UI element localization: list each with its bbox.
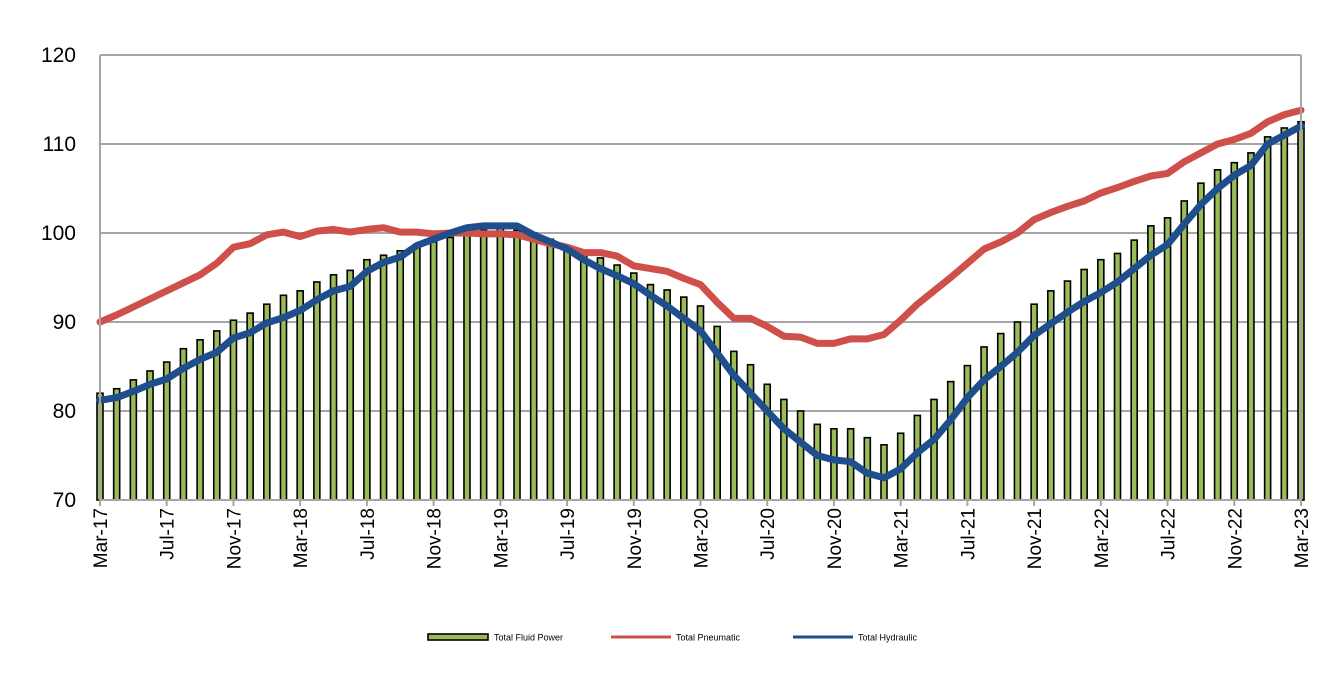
x-tick-label: Mar-21 [892, 508, 913, 568]
bar [363, 258, 371, 501]
bar [1163, 217, 1172, 501]
bar [880, 444, 888, 501]
x-tick-label: Jul-22 [1159, 508, 1180, 560]
bar [329, 274, 338, 501]
bar [1213, 169, 1222, 501]
bar-series [96, 120, 1305, 501]
bar [246, 312, 254, 501]
x-tick-label: Mar-20 [692, 508, 713, 568]
bar [413, 243, 421, 501]
bar [1280, 127, 1289, 501]
bar [596, 257, 605, 501]
x-tick-label: Mar-19 [491, 508, 512, 568]
bar [646, 283, 655, 501]
bar [112, 387, 121, 501]
bar [129, 379, 138, 501]
y-tick-label: 80 [53, 400, 76, 423]
x-tick-label: Mar-23 [1292, 508, 1313, 568]
x-tick-label: Jul-21 [958, 508, 979, 560]
bar [396, 250, 405, 501]
legend-label: Total Hydraulic [858, 633, 918, 643]
y-tick-label: 120 [41, 44, 76, 67]
legend-label: Total Fluid Power [494, 633, 563, 643]
bar [1247, 152, 1255, 501]
bar [479, 229, 488, 501]
bar [296, 290, 304, 501]
bar [1230, 161, 1239, 501]
bar [229, 319, 238, 501]
bar [529, 232, 538, 501]
bar [579, 251, 588, 501]
bar [830, 427, 838, 501]
line-series [96, 106, 1305, 482]
bar [429, 241, 438, 501]
bar [980, 346, 988, 501]
axes [99, 55, 1302, 506]
bar [680, 296, 688, 501]
x-tick-label: Jul-18 [358, 508, 379, 560]
bar [1130, 239, 1138, 501]
bar [1180, 200, 1189, 501]
x-tick-label: Nov-20 [825, 508, 846, 569]
x-tick-label: Nov-18 [425, 508, 446, 569]
bar [1197, 182, 1205, 501]
bar [463, 232, 471, 501]
legend-swatch-bar [427, 633, 489, 641]
line-total-pneumatic [96, 106, 1305, 347]
bar [613, 264, 621, 501]
y-tick-labels: 70 80 90 100 110 120 [41, 44, 76, 512]
x-tick-label: Mar-17 [91, 508, 112, 568]
bar [1113, 252, 1122, 501]
legend-label: Total Pneumatic [676, 633, 741, 643]
bar [346, 269, 355, 501]
bar [446, 236, 455, 501]
bar [563, 245, 571, 501]
bar [930, 398, 938, 501]
bar [629, 272, 638, 501]
bar [513, 229, 521, 501]
bar [780, 398, 788, 501]
bar [796, 410, 805, 501]
bar [663, 289, 671, 501]
x-tick-label: Mar-18 [291, 508, 312, 568]
legend: Total Fluid Power Total Pneumatic Total Hy… [427, 633, 918, 643]
x-tick-label: Nov-19 [625, 508, 646, 569]
bar [546, 238, 555, 501]
line-total-hydraulic [96, 122, 1305, 482]
x-tick-label: Nov-21 [1025, 508, 1046, 569]
bar [379, 254, 388, 501]
bar [279, 294, 288, 501]
bar [1147, 225, 1155, 501]
y-tick-label: 100 [41, 222, 76, 245]
bar [813, 423, 822, 501]
x-tick-label: Nov-22 [1225, 508, 1246, 569]
bar [946, 380, 955, 501]
x-tick-label: Nov-17 [224, 508, 245, 569]
bar [763, 383, 772, 501]
x-tick-labels: Mar-17 Jul-17 Nov-17 Mar-18 Jul-18 Nov-18 Mar-… [91, 508, 1313, 569]
bar [1263, 136, 1272, 501]
bar [263, 303, 271, 501]
y-tick-label: 90 [53, 311, 76, 334]
x-tick-label: Jul-19 [558, 508, 579, 560]
bar [313, 281, 321, 501]
x-tick-label: Jul-20 [758, 508, 779, 560]
x-tick-label: Mar-22 [1092, 508, 1113, 568]
bar [996, 332, 1005, 501]
y-tick-label: 70 [53, 489, 76, 512]
y-tick-label: 110 [43, 133, 76, 156]
bar [496, 227, 505, 501]
x-tick-label: Jul-17 [158, 508, 179, 560]
bar [146, 370, 154, 501]
bar [746, 363, 755, 501]
bar [963, 364, 972, 501]
